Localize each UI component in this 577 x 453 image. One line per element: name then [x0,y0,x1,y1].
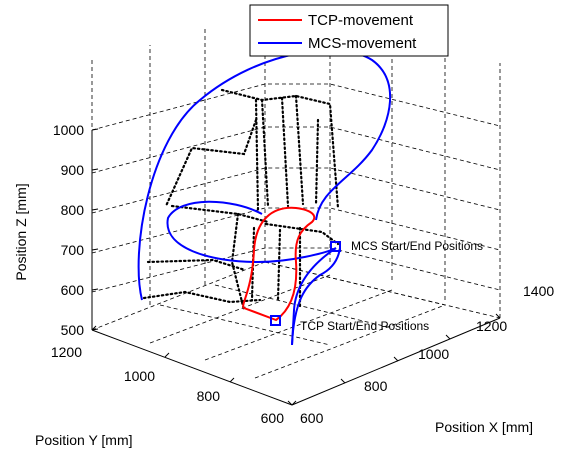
z-tick-600: 600 [61,282,85,298]
axis-lines [91,130,501,406]
mcs-outer-arc [166,200,337,346]
z-tick-900: 900 [61,162,85,178]
x-tick-600: 600 [300,410,324,426]
tcp-annotation: TCP Start/End Positions [300,319,429,333]
x-tick-labels: 600 800 1000 1200 1400 [300,283,554,426]
robot-structure [142,88,340,312]
x-axis-label: Position X [mm] [435,419,533,435]
y-tick-800: 800 [197,388,221,404]
back-grid [91,12,501,379]
z-tick-1000: 1000 [53,122,84,138]
series-mcs-movement [137,49,392,346]
legend-label-tcp: TCP-movement [308,12,414,29]
x-tick-1400: 1400 [523,283,554,299]
z-axis-label: Position Z [mm] [13,183,29,280]
y-tick-labels: 1200 1000 800 600 [51,344,284,426]
y-tick-1200: 1200 [51,344,82,360]
z-tick-700: 700 [61,242,85,258]
x-tick-1000: 1000 [418,346,449,362]
mcs-annotation: MCS Start/End Positions [351,239,483,253]
mcs-start-end-marker [330,241,341,252]
tick-marks [91,128,501,406]
tcp-start-end-marker [270,315,281,326]
x-tick-1200: 1200 [476,318,507,334]
legend: TCP-movement MCS-movement [249,4,449,57]
y-tick-1000: 1000 [124,368,155,384]
z-tick-500: 500 [61,322,85,338]
y-tick-600: 600 [261,410,285,426]
mcs-inner-loop [291,247,341,346]
series-tcp-movement [242,206,316,322]
x-tick-800: 800 [364,378,388,394]
z-tick-800: 800 [61,202,85,218]
z-tick-labels: 1000 900 800 700 600 500 [53,122,84,338]
tcp-loop [242,206,316,322]
legend-box [249,4,449,57]
y-axis-label: Position Y [mm] [35,432,133,448]
legend-label-mcs: MCS-movement [308,35,417,52]
